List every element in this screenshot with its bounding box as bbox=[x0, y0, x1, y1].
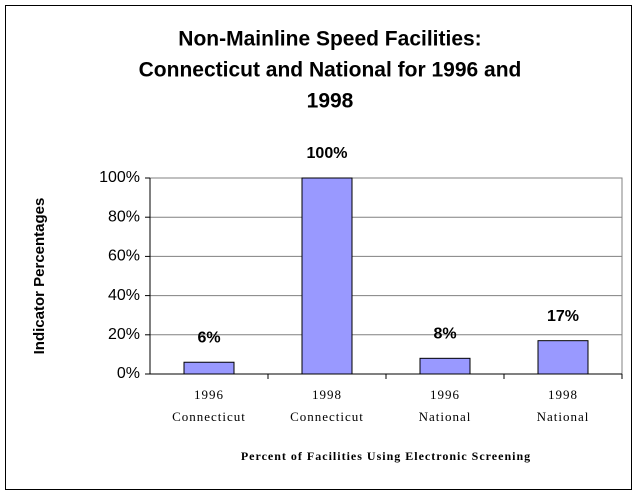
y-tick-label: 40% bbox=[108, 287, 140, 304]
data-label: 8% bbox=[433, 326, 456, 343]
x-tick-label: National bbox=[537, 409, 590, 424]
bar bbox=[537, 340, 589, 375]
x-tick-label: 1996 bbox=[430, 387, 460, 402]
chart-title: 1998 bbox=[307, 90, 354, 113]
y-tick-label: 60% bbox=[108, 248, 140, 265]
x-tick-label: Connecticut bbox=[172, 409, 246, 424]
y-tick-label: 20% bbox=[108, 326, 140, 343]
y-tick-label: 100% bbox=[99, 169, 140, 186]
x-tick-label: Connecticut bbox=[290, 409, 364, 424]
x-axis-title: Percent of Facilities Using Electronic S… bbox=[241, 449, 531, 463]
y-axis-title: Indicator Percentages bbox=[31, 198, 48, 355]
y-tick-label: 0% bbox=[117, 365, 140, 382]
data-label: 100% bbox=[307, 145, 348, 162]
x-tick-label: 1998 bbox=[548, 387, 578, 402]
y-tick-label: 80% bbox=[108, 208, 140, 225]
x-tick-label: 1996 bbox=[194, 387, 224, 402]
chart-title: Non-Mainline Speed Facilities: bbox=[178, 28, 481, 51]
data-label: 6% bbox=[197, 329, 220, 346]
x-tick-label: National bbox=[419, 409, 472, 424]
bar bbox=[301, 177, 353, 375]
data-label: 17% bbox=[547, 308, 579, 325]
bar bbox=[419, 357, 471, 375]
bar bbox=[183, 361, 235, 375]
x-tick-label: 1998 bbox=[312, 387, 342, 402]
chart-title: Connecticut and National for 1996 and bbox=[139, 59, 522, 82]
